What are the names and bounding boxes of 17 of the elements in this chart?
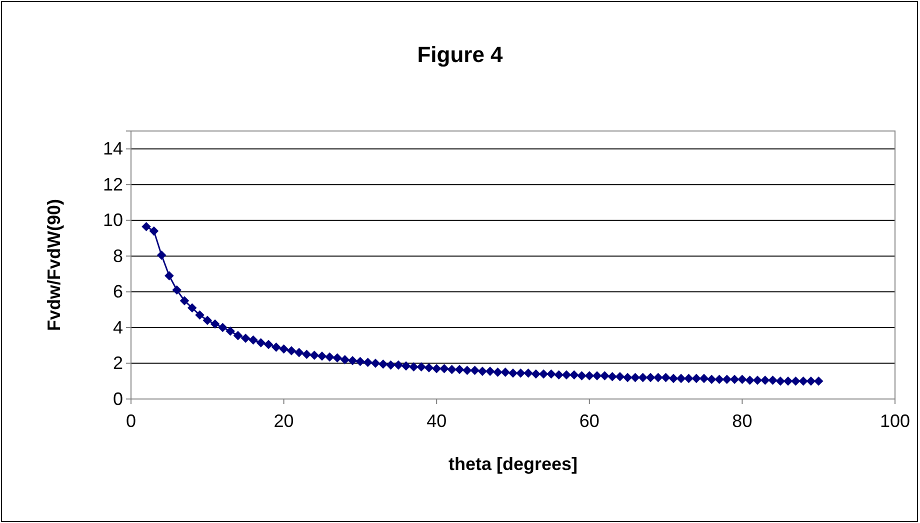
x-tick-label: 80 [732, 410, 752, 431]
x-tick-label: 100 [880, 410, 910, 431]
y-tick-label: 0 [112, 388, 123, 409]
chart-title: Figure 4 [417, 42, 504, 67]
x-tick-label: 60 [579, 410, 600, 431]
x-tick-label: 0 [126, 410, 136, 431]
y-tick-label: 6 [112, 282, 123, 302]
x-axis-title: theta [degrees] [448, 454, 578, 474]
y-tick-label: 14 [102, 138, 123, 159]
y-axis-title: Fvdw/FvdW(90) [44, 198, 64, 332]
x-tick-label: 40 [426, 410, 447, 431]
y-tick-label: 12 [102, 174, 123, 194]
y-tick-label: 8 [112, 246, 123, 266]
y-tick-label: 10 [102, 210, 123, 230]
x-tick-label: 20 [274, 410, 294, 431]
y-tick-label: 2 [112, 353, 123, 374]
y-tick-label: 4 [112, 317, 123, 338]
